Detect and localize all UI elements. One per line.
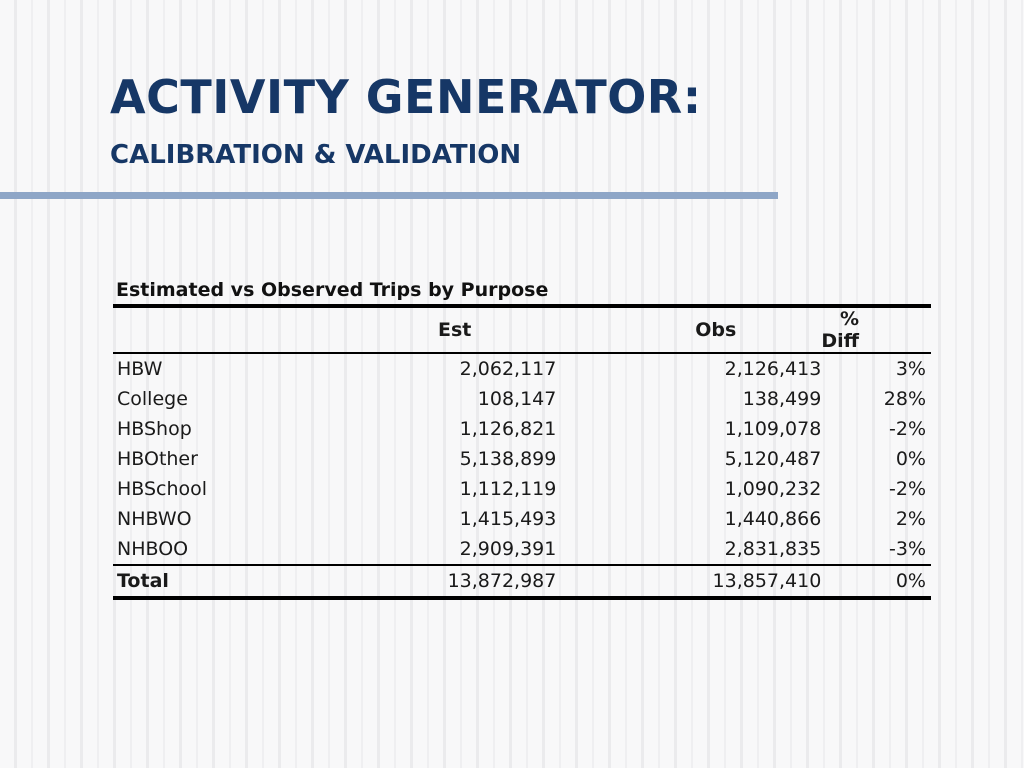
table-row: HBShop 1,126,821 1,109,078 -2% <box>113 414 931 444</box>
purpose-cell: NHBOO <box>117 538 189 560</box>
slide-subtitle: CALIBRATION & VALIDATION <box>110 140 522 170</box>
purpose-cell: HBW <box>117 358 163 380</box>
table-header-row: Est Obs % Diff <box>113 306 931 353</box>
obs-cell: 5,120,487 <box>724 448 822 470</box>
purpose-cell: College <box>117 388 188 410</box>
obs-cell: 2,831,835 <box>724 538 822 560</box>
diff-cell: -2% <box>889 418 926 440</box>
table-row: HBOther 5,138,899 5,120,487 0% <box>113 444 931 474</box>
slide-title: ACTIVITY GENERATOR: <box>110 70 702 124</box>
est-cell: 1,112,119 <box>459 478 557 500</box>
total-diff: 0% <box>895 570 926 592</box>
obs-cell: 1,090,232 <box>724 478 822 500</box>
purpose-cell: HBOther <box>117 448 198 470</box>
total-row: Total 13,872,987 13,857,410 0% <box>113 565 931 598</box>
diff-cell: -2% <box>889 478 926 500</box>
obs-cell: 1,109,078 <box>724 418 822 440</box>
est-cell: 2,062,117 <box>459 358 557 380</box>
est-cell: 2,909,391 <box>459 538 557 560</box>
table-row: HBW 2,062,117 2,126,413 3% <box>113 353 931 384</box>
table-row: HBSchool 1,112,119 1,090,232 -2% <box>113 474 931 504</box>
obs-cell: 2,126,413 <box>724 358 822 380</box>
total-est: 13,872,987 <box>447 570 557 592</box>
header-diff: % Diff <box>821 308 860 352</box>
title-divider <box>0 192 778 199</box>
total-obs: 13,857,410 <box>712 570 822 592</box>
diff-cell: 2% <box>895 508 926 530</box>
purpose-cell: HBShop <box>117 418 192 440</box>
table-row: NHBOO 2,909,391 2,831,835 -3% <box>113 534 931 565</box>
table-caption: Estimated vs Observed Trips by Purpose <box>116 279 549 301</box>
table-row: College 108,147 138,499 28% <box>113 384 931 414</box>
obs-cell: 1,440,866 <box>724 508 822 530</box>
table-row: NHBWO 1,415,493 1,440,866 2% <box>113 504 931 534</box>
header-purpose <box>113 306 288 353</box>
diff-cell: 0% <box>895 448 926 470</box>
trips-by-purpose-table: Est Obs % Diff HBW 2,062,117 2,126,413 3… <box>113 304 931 600</box>
total-label: Total <box>117 570 169 592</box>
header-est: Est <box>437 319 472 341</box>
header-obs: Obs <box>695 319 737 341</box>
diff-cell: 28% <box>883 388 926 410</box>
obs-cell: 138,499 <box>742 388 822 410</box>
purpose-cell: NHBWO <box>117 508 192 530</box>
est-cell: 1,126,821 <box>459 418 557 440</box>
est-cell: 1,415,493 <box>459 508 557 530</box>
est-cell: 5,138,899 <box>459 448 557 470</box>
est-cell: 108,147 <box>477 388 557 410</box>
diff-cell: 3% <box>895 358 926 380</box>
purpose-cell: HBSchool <box>117 478 208 500</box>
diff-cell: -3% <box>889 538 926 560</box>
